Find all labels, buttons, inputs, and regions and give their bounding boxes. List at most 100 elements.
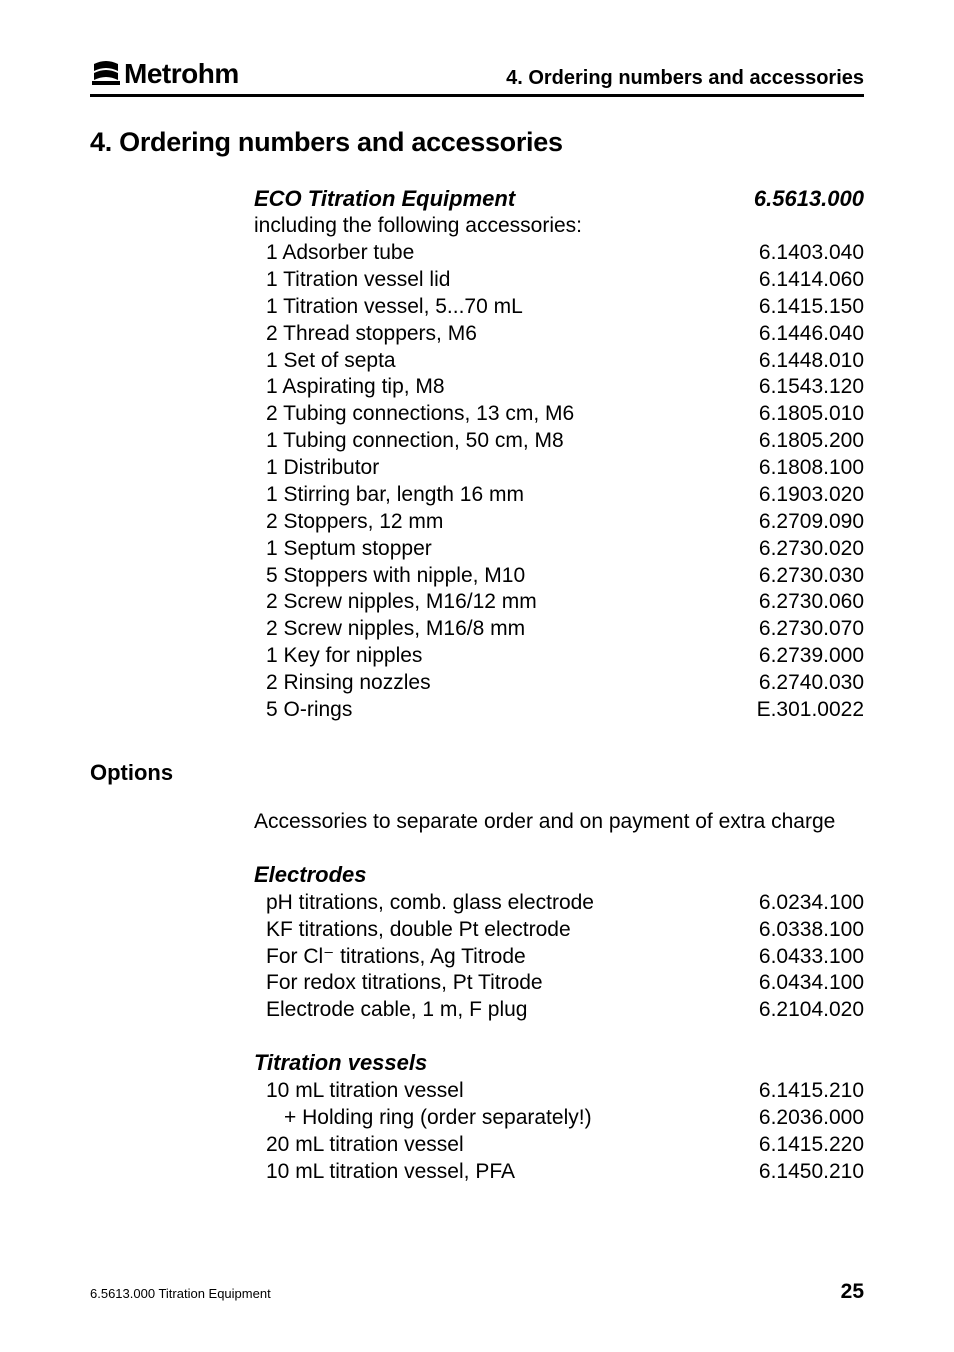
list-item: Electrode cable, 1 m, F plug6.2104.020: [254, 997, 864, 1024]
item-description: 5 O-rings: [254, 697, 737, 724]
item-description: 1 Septum stopper: [254, 536, 739, 563]
list-item: 1 Titration vessel lid6.1414.060: [254, 267, 864, 294]
list-item: 2 Screw nipples, M16/12 mm6.2730.060: [254, 589, 864, 616]
item-number: 6.1446.040: [739, 321, 864, 348]
list-item: 5 O-ringsE.301.0022: [254, 697, 864, 724]
list-item: For Cl⁻ titrations, Ag Titrode6.0433.100: [254, 944, 864, 971]
list-item: + Holding ring (order separately!)6.2036…: [254, 1105, 864, 1132]
item-number: E.301.0022: [737, 697, 864, 724]
list-item: 1 Stirring bar, length 16 mm6.1903.020: [254, 482, 864, 509]
item-description: For Cl⁻ titrations, Ag Titrode: [254, 944, 739, 971]
list-item: 20 mL titration vessel6.1415.220: [254, 1132, 864, 1159]
item-description: + Holding ring (order separately!): [254, 1105, 739, 1132]
electrodes-subhead: Electrodes: [254, 862, 864, 888]
item-description: 2 Tubing connections, 13 cm, M6: [254, 401, 739, 428]
list-item: 1 Set of septa6.1448.010: [254, 348, 864, 375]
list-item: 1 Septum stopper6.2730.020: [254, 536, 864, 563]
item-number: 6.1903.020: [739, 482, 864, 509]
item-number: 6.0433.100: [739, 944, 864, 971]
page-footer: 6.5613.000 Titration Equipment 25: [90, 1280, 864, 1304]
item-description: Electrode cable, 1 m, F plug: [254, 997, 739, 1024]
item-description: 2 Screw nipples, M16/12 mm: [254, 589, 739, 616]
list-item: KF titrations, double Pt electrode6.0338…: [254, 917, 864, 944]
item-description: 1 Set of septa: [254, 348, 739, 375]
vessels-list: 10 mL titration vessel6.1415.210+ Holdin…: [254, 1078, 864, 1186]
item-number: 6.2104.020: [739, 997, 864, 1024]
item-description: 2 Rinsing nozzles: [254, 670, 739, 697]
list-item: For redox titrations, Pt Titrode6.0434.1…: [254, 970, 864, 997]
item-number: 6.2709.090: [739, 509, 864, 536]
item-number: 6.2739.000: [739, 643, 864, 670]
item-number: 6.1415.220: [739, 1132, 864, 1159]
item-description: 20 mL titration vessel: [254, 1132, 739, 1159]
item-number: 6.1403.040: [739, 240, 864, 267]
list-item: 2 Thread stoppers, M66.1446.040: [254, 321, 864, 348]
item-description: pH titrations, comb. glass electrode: [254, 890, 739, 917]
item-number: 6.1805.010: [739, 401, 864, 428]
options-intro: Accessories to separate order and on pay…: [254, 810, 864, 834]
item-description: 1 Stirring bar, length 16 mm: [254, 482, 739, 509]
item-number: 6.1808.100: [739, 455, 864, 482]
electrodes-list: pH titrations, comb. glass electrode6.02…: [254, 890, 864, 1024]
item-description: 1 Aspirating tip, M8: [254, 374, 739, 401]
equipment-items-list: 1 Adsorber tube6.1403.0401 Titration ves…: [254, 240, 864, 724]
list-item: 1 Distributor6.1808.100: [254, 455, 864, 482]
item-number: 6.2730.070: [739, 616, 864, 643]
item-description: 1 Distributor: [254, 455, 739, 482]
item-description: 10 mL titration vessel, PFA: [254, 1159, 739, 1186]
item-description: For redox titrations, Pt Titrode: [254, 970, 739, 997]
list-item: pH titrations, comb. glass electrode6.02…: [254, 890, 864, 917]
item-number: 6.2730.060: [739, 589, 864, 616]
item-number: 6.2730.030: [739, 563, 864, 590]
item-description: 2 Thread stoppers, M6: [254, 321, 739, 348]
item-description: 2 Screw nipples, M16/8 mm: [254, 616, 739, 643]
item-number: 6.0338.100: [739, 917, 864, 944]
content-block: ECO Titration Equipment 6.5613.000 inclu…: [90, 186, 864, 724]
list-item: 1 Adsorber tube6.1403.040: [254, 240, 864, 267]
list-item: 2 Screw nipples, M16/8 mm6.2730.070: [254, 616, 864, 643]
list-item: 2 Stoppers, 12 mm6.2709.090: [254, 509, 864, 536]
equipment-number: 6.5613.000: [754, 186, 864, 212]
vessels-subhead: Titration vessels: [254, 1050, 864, 1076]
item-number: 6.1448.010: [739, 348, 864, 375]
item-number: 6.1805.200: [739, 428, 864, 455]
item-description: 10 mL titration vessel: [254, 1078, 739, 1105]
equipment-header: ECO Titration Equipment 6.5613.000: [254, 186, 864, 212]
item-number: 6.0234.100: [739, 890, 864, 917]
item-number: 6.1543.120: [739, 374, 864, 401]
item-number: 6.1415.210: [739, 1078, 864, 1105]
running-header-title: 4. Ordering numbers and accessories: [506, 67, 864, 90]
list-item: 2 Tubing connections, 13 cm, M66.1805.01…: [254, 401, 864, 428]
item-number: 6.1414.060: [739, 267, 864, 294]
item-number: 6.2730.020: [739, 536, 864, 563]
item-description: KF titrations, double Pt electrode: [254, 917, 739, 944]
list-item: 1 Key for nipples6.2739.000: [254, 643, 864, 670]
item-description: 2 Stoppers, 12 mm: [254, 509, 739, 536]
list-item: 2 Rinsing nozzles6.2740.030: [254, 670, 864, 697]
equipment-intro: including the following accessories:: [254, 214, 864, 238]
list-item: 1 Tubing connection, 50 cm, M86.1805.200: [254, 428, 864, 455]
item-number: 6.1415.150: [739, 294, 864, 321]
footer-page-number: 25: [841, 1280, 864, 1304]
options-block: Accessories to separate order and on pay…: [90, 810, 864, 1186]
item-description: 1 Key for nipples: [254, 643, 739, 670]
item-description: 1 Titration vessel lid: [254, 267, 739, 294]
list-item: 1 Titration vessel, 5...70 mL6.1415.150: [254, 294, 864, 321]
list-item: 5 Stoppers with nipple, M106.2730.030: [254, 563, 864, 590]
equipment-title: ECO Titration Equipment: [254, 186, 515, 212]
item-number: 6.2740.030: [739, 670, 864, 697]
section-title: 4. Ordering numbers and accessories: [90, 127, 864, 158]
item-number: 6.2036.000: [739, 1105, 864, 1132]
item-description: 1 Titration vessel, 5...70 mL: [254, 294, 739, 321]
brand-name: Metrohm: [124, 58, 239, 90]
footer-left: 6.5613.000 Titration Equipment: [90, 1286, 271, 1301]
brand-logo: Metrohm: [90, 58, 239, 90]
item-description: 1 Adsorber tube: [254, 240, 739, 267]
list-item: 10 mL titration vessel, PFA6.1450.210: [254, 1159, 864, 1186]
list-item: 1 Aspirating tip, M86.1543.120: [254, 374, 864, 401]
metrohm-logo-icon: [90, 61, 122, 87]
item-description: 5 Stoppers with nipple, M10: [254, 563, 739, 590]
item-number: 6.0434.100: [739, 970, 864, 997]
page-header: Metrohm 4. Ordering numbers and accessor…: [90, 58, 864, 97]
options-title: Options: [90, 760, 864, 786]
